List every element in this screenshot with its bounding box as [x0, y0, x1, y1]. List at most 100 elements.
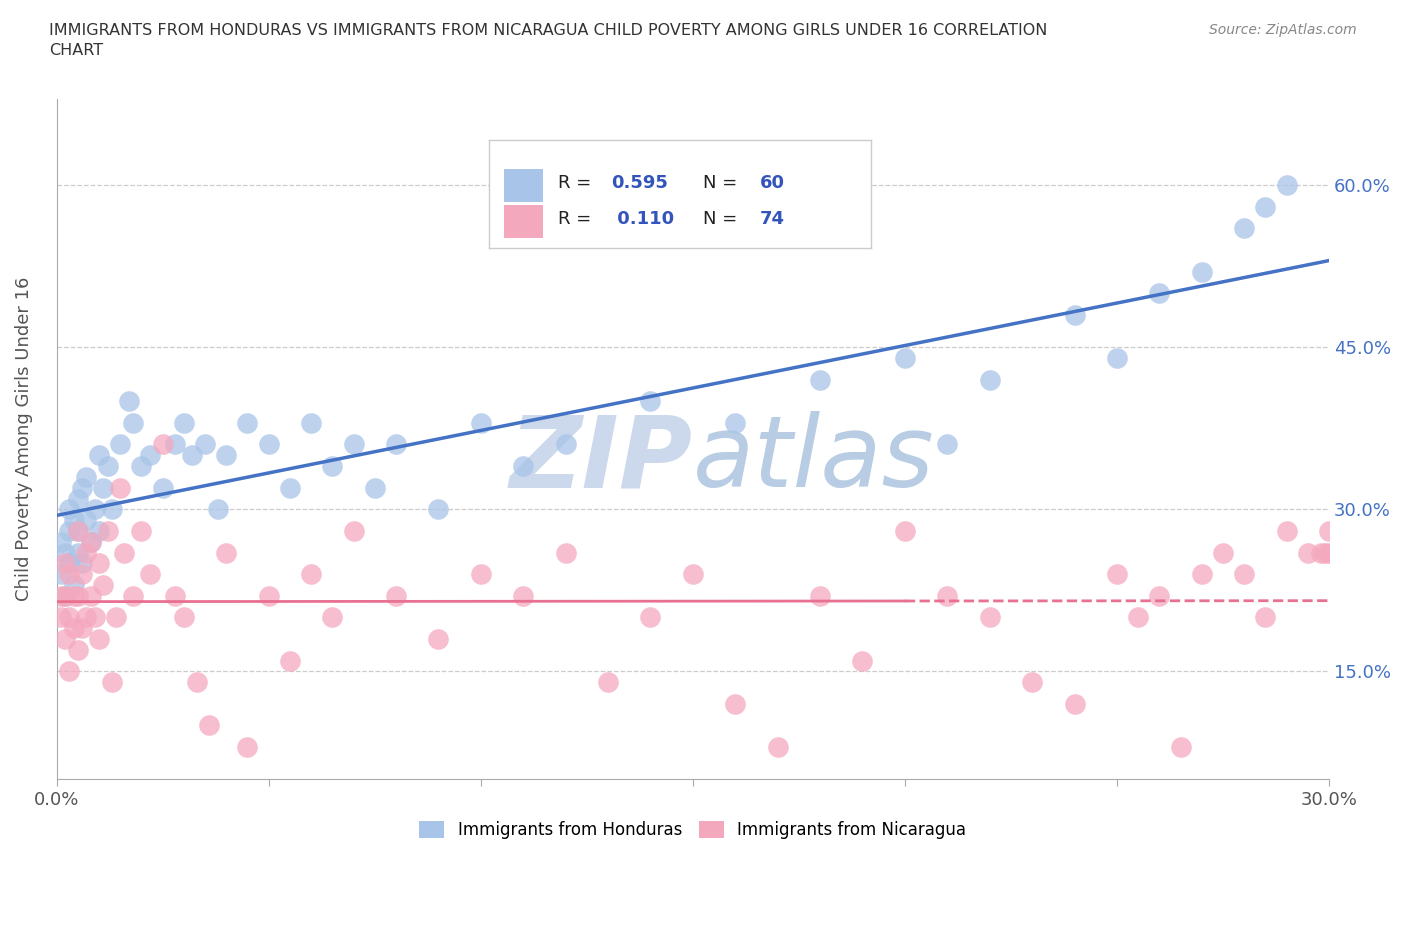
- Point: [1191, 264, 1213, 279]
- Point: [62, 589, 84, 604]
- Point: [53, 545, 76, 560]
- Point: [640, 393, 662, 408]
- Point: [1191, 566, 1213, 581]
- Point: [83, 610, 105, 625]
- Point: [152, 480, 174, 495]
- Point: [87, 631, 110, 646]
- Point: [554, 545, 576, 560]
- Point: [58, 566, 80, 581]
- Point: [75, 545, 97, 560]
- Point: [1313, 545, 1336, 560]
- Legend: Immigrants from Honduras, Immigrants from Nicaragua: Immigrants from Honduras, Immigrants fro…: [413, 815, 973, 846]
- Point: [215, 448, 238, 463]
- Point: [53, 589, 76, 604]
- Point: [640, 610, 662, 625]
- Point: [58, 556, 80, 571]
- Point: [342, 524, 364, 538]
- Point: [87, 524, 110, 538]
- Point: [1296, 545, 1319, 560]
- Point: [87, 448, 110, 463]
- Point: [427, 502, 450, 517]
- Point: [198, 718, 221, 733]
- Point: [215, 545, 238, 560]
- Point: [110, 480, 132, 495]
- Y-axis label: Child Poverty Among Girls Under 16: Child Poverty Among Girls Under 16: [15, 277, 32, 602]
- Point: [49, 610, 72, 625]
- Point: [1149, 589, 1171, 604]
- Point: [236, 739, 259, 754]
- Text: IMMIGRANTS FROM HONDURAS VS IMMIGRANTS FROM NICARAGUA CHILD POVERTY AMONG GIRLS : IMMIGRANTS FROM HONDURAS VS IMMIGRANTS F…: [49, 23, 1047, 58]
- Point: [1212, 545, 1234, 560]
- Point: [66, 589, 89, 604]
- Point: [96, 524, 118, 538]
- Point: [66, 524, 89, 538]
- Point: [131, 524, 153, 538]
- Point: [173, 416, 195, 431]
- Point: [1063, 308, 1085, 323]
- Point: [75, 610, 97, 625]
- Point: [70, 620, 93, 635]
- Text: ZIP: ZIP: [510, 411, 693, 508]
- Point: [936, 589, 959, 604]
- Point: [1275, 178, 1298, 193]
- Point: [766, 739, 789, 754]
- Point: [194, 437, 217, 452]
- Point: [299, 416, 322, 431]
- Point: [596, 675, 619, 690]
- Point: [53, 556, 76, 571]
- Point: [512, 589, 534, 604]
- Point: [979, 610, 1001, 625]
- Point: [58, 524, 80, 538]
- Point: [79, 535, 101, 550]
- Point: [165, 437, 187, 452]
- Point: [894, 524, 917, 538]
- Point: [75, 512, 97, 527]
- Point: [66, 545, 89, 560]
- Point: [91, 480, 114, 495]
- Point: [470, 566, 492, 581]
- Point: [364, 480, 387, 495]
- Point: [118, 393, 141, 408]
- Point: [165, 589, 187, 604]
- Point: [1254, 199, 1277, 214]
- Point: [62, 620, 84, 635]
- Point: [62, 578, 84, 592]
- Point: [1317, 545, 1340, 560]
- Point: [257, 437, 280, 452]
- Point: [1105, 351, 1128, 365]
- Point: [66, 524, 89, 538]
- Text: Source: ZipAtlas.com: Source: ZipAtlas.com: [1209, 23, 1357, 37]
- Point: [100, 502, 122, 517]
- Point: [49, 535, 72, 550]
- Point: [979, 372, 1001, 387]
- Point: [936, 437, 959, 452]
- Point: [104, 610, 127, 625]
- Point: [181, 448, 204, 463]
- Point: [75, 470, 97, 485]
- Point: [96, 458, 118, 473]
- Point: [58, 664, 80, 679]
- Point: [342, 437, 364, 452]
- Point: [851, 653, 873, 668]
- Point: [100, 675, 122, 690]
- Point: [70, 566, 93, 581]
- Point: [1275, 524, 1298, 538]
- Point: [1170, 739, 1192, 754]
- Point: [79, 535, 101, 550]
- Point: [58, 502, 80, 517]
- Point: [894, 351, 917, 365]
- Point: [62, 512, 84, 527]
- Text: atlas: atlas: [693, 411, 935, 508]
- Point: [49, 566, 72, 581]
- Point: [122, 589, 145, 604]
- Point: [79, 589, 101, 604]
- Point: [278, 480, 301, 495]
- Point: [66, 491, 89, 506]
- Point: [512, 458, 534, 473]
- Point: [58, 610, 80, 625]
- Point: [114, 545, 136, 560]
- Point: [724, 416, 747, 431]
- Point: [1126, 610, 1149, 625]
- Point: [321, 610, 343, 625]
- Point: [236, 416, 259, 431]
